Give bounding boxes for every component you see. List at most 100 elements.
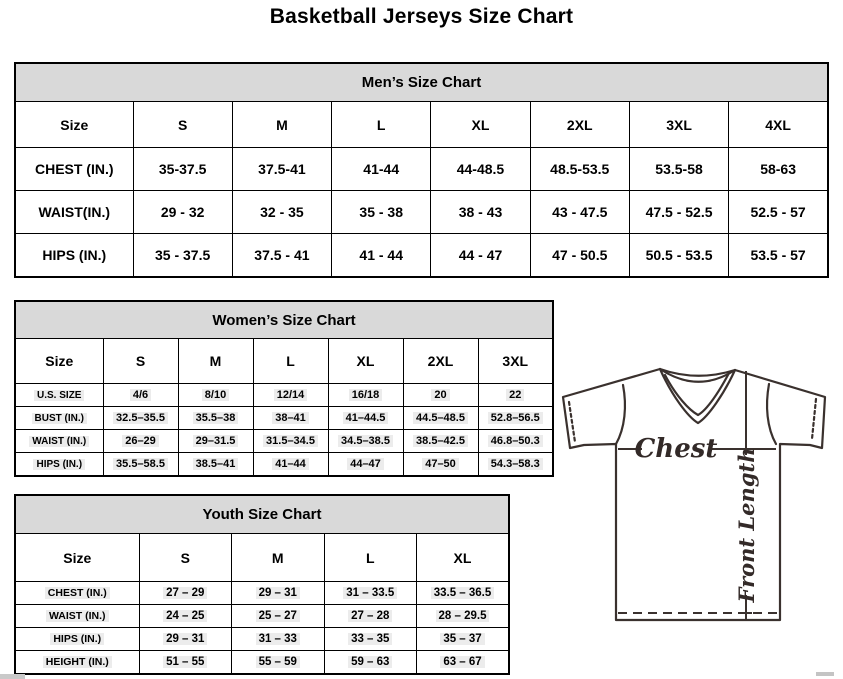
cell-text: 33.5 – 36.5	[430, 587, 495, 599]
cell: 38.5–41	[177, 452, 254, 477]
column-header: L	[323, 533, 417, 582]
cell-text: 26–29	[122, 435, 159, 447]
cell-text: 8/10	[201, 389, 230, 401]
cell-text: 29–31.5	[192, 435, 239, 447]
cell: 38 - 43	[430, 190, 531, 234]
cell: 44-48.5	[430, 147, 531, 191]
cell: 25 – 27	[231, 604, 325, 628]
cell-text: 33 – 35	[348, 633, 393, 645]
front-length-label: Front Length	[734, 448, 759, 604]
cell: 32 - 35	[231, 190, 333, 234]
cell: 31 – 33	[231, 627, 325, 651]
cell-text: 27 – 29	[163, 587, 208, 599]
cell-text: 20	[431, 389, 450, 401]
row-label: CHEST (IN.)	[14, 147, 134, 191]
mens-table-title: Men’s Size Chart	[14, 62, 829, 102]
youth-table-title: Youth Size Chart	[14, 494, 510, 534]
cell-text: HIPS (IN.)	[33, 458, 86, 470]
cropped-ui-fragment-right	[816, 672, 834, 676]
column-header: S	[132, 101, 233, 148]
cell-text: HIPS (IN.)	[50, 633, 105, 645]
cell: 58-63	[728, 147, 829, 191]
row-label: WAIST(IN.)	[14, 190, 134, 234]
cell: 52.5 - 57	[728, 190, 829, 234]
row-label: WAIST (IN.)	[14, 429, 104, 453]
cell-text: 38.5–41	[192, 458, 239, 470]
jersey-left-cuff-stitch	[567, 400, 577, 444]
cell-text: 32.5–35.5	[113, 412, 168, 424]
cell-text: 24 – 25	[163, 610, 208, 622]
cell: 27 – 28	[323, 604, 417, 628]
jersey-right-cuff-stitch	[810, 397, 818, 441]
cell-text: 55 – 59	[255, 656, 300, 668]
cell-text: 28 – 29.5	[435, 610, 490, 622]
table-row: BUST (IN.) 32.5–35.5 35.5–38 38–41 41–44…	[14, 406, 554, 430]
cell: 35 - 37.5	[132, 233, 233, 278]
cell: 31.5–34.5	[252, 429, 329, 453]
table-row: WAIST(IN.) 29 - 32 32 - 35 35 - 38 38 - …	[14, 190, 829, 234]
cell: 59 – 63	[323, 650, 417, 675]
cell-text: 35.5–38	[192, 412, 239, 424]
table-row: HIPS (IN.) 35.5–58.5 38.5–41 41–44 44–47…	[14, 452, 554, 477]
cell-text: HEIGHT (IN.)	[42, 656, 112, 668]
youth-size-table: Youth Size Chart Size S M L XL CHEST (IN…	[14, 494, 510, 675]
jersey-collar-back	[658, 367, 737, 383]
cell-text: 12/14	[273, 389, 308, 401]
cell-text: 16/18	[348, 389, 383, 401]
cell-text: 29 – 31	[163, 633, 208, 645]
front-length-text-backing	[735, 455, 757, 595]
cell-text: 44–47	[347, 458, 384, 470]
column-header: 4XL	[728, 101, 829, 148]
mens-header-row: Size S M L XL 2XL 3XL 4XL	[14, 101, 829, 148]
cell: 51 – 55	[138, 650, 232, 675]
cell-text: 59 – 63	[348, 656, 393, 668]
cell-text: 35.5–58.5	[113, 458, 168, 470]
page-title: Basketball Jerseys Size Chart	[269, 5, 574, 28]
column-header: M	[231, 101, 333, 148]
cell-text: 34.5–38.5	[338, 435, 393, 447]
jersey-collar-inner	[663, 371, 731, 417]
column-header: 3XL	[477, 338, 554, 384]
jersey-outline	[561, 367, 827, 622]
cell: 26–29	[102, 429, 179, 453]
jersey-right-sleeve-seam	[765, 382, 778, 446]
jersey-collar-outer	[658, 367, 737, 425]
cell-text: 38.5–42.5	[413, 435, 468, 447]
cell: 31 – 33.5	[323, 581, 417, 605]
table-row: WAIST (IN.) 24 – 25 25 – 27 27 – 28 28 –…	[14, 604, 510, 628]
cell: 8/10	[177, 383, 254, 407]
cell: 29–31.5	[177, 429, 254, 453]
cell-text: WAIST (IN.)	[29, 435, 90, 447]
cell: 20	[402, 383, 479, 407]
cell-text: 63 – 67	[440, 656, 485, 668]
cell: 4/6	[102, 383, 179, 407]
cell-text: 31 – 33.5	[343, 587, 398, 599]
row-label: U.S. SIZE	[14, 383, 104, 407]
cell: 16/18	[327, 383, 404, 407]
jersey-left-sleeve-seam	[614, 383, 627, 446]
cell: 52.8–56.5	[477, 406, 554, 430]
column-header: XL	[416, 533, 510, 582]
cell: 47 - 50.5	[529, 233, 630, 278]
cell: 33 – 35	[323, 627, 417, 651]
cell: 53.5-58	[628, 147, 730, 191]
cell-text: WAIST (IN.)	[45, 610, 109, 622]
cell-text: 22	[506, 389, 525, 401]
cell-text: 51 – 55	[163, 656, 208, 668]
mens-size-table: Men’s Size Chart Size S M L XL 2XL 3XL 4…	[14, 62, 829, 278]
cell: 44–47	[327, 452, 404, 477]
cell: 28 – 29.5	[416, 604, 510, 628]
cell: 53.5 - 57	[728, 233, 829, 278]
cell: 47.5 - 52.5	[628, 190, 730, 234]
column-header: Size	[14, 338, 104, 384]
row-label: HEIGHT (IN.)	[14, 650, 140, 675]
table-row: CHEST (IN.) 27 – 29 29 – 31 31 – 33.5 33…	[14, 581, 510, 605]
cell-text: 46.8–50.3	[487, 435, 543, 447]
cell-text: 52.8–56.5	[487, 412, 543, 424]
table-row: HIPS (IN.) 35 - 37.5 37.5 - 41 41 - 44 4…	[14, 233, 829, 278]
cell-text: CHEST (IN.)	[44, 587, 110, 599]
cell: 41–44.5	[327, 406, 404, 430]
column-header: XL	[430, 101, 531, 148]
cell: 29 – 31	[231, 581, 325, 605]
chest-label: Chest	[635, 434, 718, 464]
